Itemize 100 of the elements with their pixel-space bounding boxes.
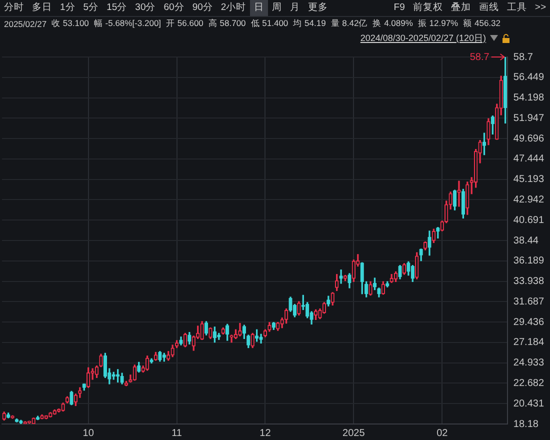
text: 60分	[162, 1, 186, 15]
candlestick	[145, 356, 150, 371]
candlestick	[78, 387, 82, 398]
candlestick	[368, 281, 372, 296]
candlestick	[94, 366, 99, 378]
candlestick	[179, 336, 183, 346]
candlestick	[124, 380, 128, 386]
candlestick	[461, 188, 466, 219]
text: 分时	[3, 1, 25, 15]
text: 振 12.97%	[418, 18, 458, 30]
candlestick	[150, 358, 154, 364]
y-tick-label: 42.942	[513, 194, 544, 206]
y-tick-label: 36.189	[513, 256, 544, 267]
candlestick	[99, 354, 103, 368]
candlestick	[188, 332, 192, 344]
candlestick	[503, 57, 508, 124]
text: >>	[534, 1, 547, 15]
candlestick	[61, 402, 65, 412]
x-tick-label: 2025	[342, 428, 366, 439]
candlestick	[226, 324, 230, 341]
candlestick	[40, 414, 44, 420]
candlestick	[419, 248, 423, 262]
candlestick	[183, 332, 188, 348]
candlestick	[432, 228, 436, 244]
x-tick-label: 10	[82, 428, 94, 439]
candlestick	[65, 396, 70, 404]
candlestick	[70, 390, 74, 406]
candlestick	[297, 301, 301, 316]
text: 1分	[59, 1, 76, 15]
y-tick-label: 49.696	[513, 133, 544, 144]
y-tick-label: 24.933	[513, 358, 544, 369]
candlestick	[246, 334, 250, 348]
text: 量 8.42亿	[330, 18, 368, 30]
candlestick	[250, 332, 254, 348]
candlestick	[398, 264, 402, 280]
candlestick	[314, 309, 318, 320]
candlestick	[284, 308, 288, 324]
text: 收 53.100	[52, 18, 89, 30]
candlestick	[268, 322, 272, 332]
candlestick	[360, 262, 364, 294]
text: 均 54.19	[293, 18, 326, 30]
candlestick	[14, 418, 19, 422]
candlestick	[394, 271, 398, 282]
candlestick	[482, 132, 486, 156]
text: 2024/08/30-2025/02/27 (120日)	[360, 32, 486, 44]
text: 15分	[106, 1, 128, 15]
candlestick	[10, 415, 14, 419]
text: 低 51.400	[250, 18, 288, 30]
text: 前复权	[412, 1, 444, 15]
y-tick-label: 58.7	[513, 52, 534, 63]
candlestick	[82, 384, 86, 391]
y-tick-label: 27.184	[513, 337, 544, 348]
text: F9	[392, 1, 406, 15]
y-tick-label: 18.18	[513, 418, 539, 430]
candlestick	[326, 296, 330, 306]
candlestick	[170, 344, 174, 358]
candlestick	[259, 334, 263, 344]
text: 5分	[82, 1, 100, 15]
candlestick	[377, 288, 381, 298]
candlestick	[192, 336, 196, 351]
candlestick	[415, 252, 419, 280]
candlestick	[120, 372, 124, 384]
text: 2小时	[220, 1, 248, 15]
candlestick	[6, 412, 10, 418]
text: 换 4.089%	[372, 18, 413, 30]
x-tick-label: 11	[172, 428, 182, 439]
y-tick-label: 45.193	[513, 174, 544, 186]
y-tick-label: 38.44	[513, 235, 539, 246]
candlestick	[348, 273, 352, 288]
y-tick-label: 22.682	[513, 378, 544, 389]
y-tick-label: 20.431	[513, 398, 544, 410]
text: 额 456.32	[463, 18, 500, 30]
text: 30分	[134, 1, 157, 15]
x-tick-label: 12	[260, 428, 272, 439]
text: 画线	[478, 1, 500, 15]
candlestick	[162, 352, 166, 362]
candlestick	[272, 322, 276, 330]
y-tick-label: 31.687	[513, 296, 544, 308]
candlestick	[204, 321, 208, 336]
candlestick	[423, 241, 428, 250]
candlestick	[288, 296, 292, 312]
y-tick-label: 56.449	[513, 72, 544, 84]
candlestick	[28, 420, 32, 424]
text: 高 58.700	[208, 18, 246, 30]
text: 幅 -5.68%[-3.200]	[94, 18, 162, 30]
text: 开 56.600	[166, 18, 204, 30]
candlestick	[276, 322, 280, 331]
x-tick-label: 02	[436, 428, 448, 439]
candlestick	[386, 281, 390, 288]
candlestick	[466, 182, 470, 215]
candlestick	[86, 367, 90, 388]
candlestick	[230, 334, 234, 343]
candlestick	[406, 261, 410, 276]
text: 叠加	[450, 1, 472, 15]
y-tick-label: 40.691	[513, 214, 544, 226]
annotation: 58.7	[470, 52, 490, 63]
text: 月	[289, 1, 302, 15]
text: 工具	[506, 1, 528, 15]
candlestick	[208, 327, 212, 340]
candlestick	[242, 324, 246, 340]
